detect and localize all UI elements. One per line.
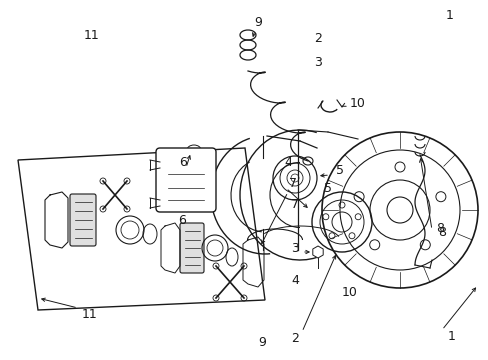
Text: 5: 5 [324, 181, 331, 194]
Text: 11: 11 [82, 309, 98, 321]
Text: 11: 11 [84, 28, 100, 41]
Polygon shape [312, 246, 323, 258]
Text: 5: 5 [335, 163, 343, 176]
Text: 2: 2 [290, 332, 298, 345]
FancyBboxPatch shape [70, 194, 96, 246]
Text: 10: 10 [349, 96, 365, 109]
FancyBboxPatch shape [180, 223, 203, 273]
Text: 7: 7 [290, 198, 298, 211]
FancyBboxPatch shape [156, 148, 216, 212]
Text: 6: 6 [179, 156, 186, 168]
Text: 9: 9 [254, 15, 262, 28]
Text: 9: 9 [258, 336, 265, 348]
Text: 4: 4 [284, 156, 291, 168]
Text: 10: 10 [342, 285, 357, 298]
Text: 4: 4 [290, 274, 298, 287]
Text: 8: 8 [437, 225, 445, 238]
Text: 3: 3 [313, 55, 321, 68]
Ellipse shape [225, 248, 238, 266]
Ellipse shape [142, 224, 157, 244]
Text: 1: 1 [447, 329, 455, 342]
Text: 6: 6 [178, 213, 185, 226]
Text: 2: 2 [313, 32, 321, 45]
Text: 8: 8 [435, 221, 443, 234]
Text: 3: 3 [290, 242, 298, 255]
Text: 1: 1 [445, 9, 453, 22]
Text: 7: 7 [288, 176, 296, 189]
